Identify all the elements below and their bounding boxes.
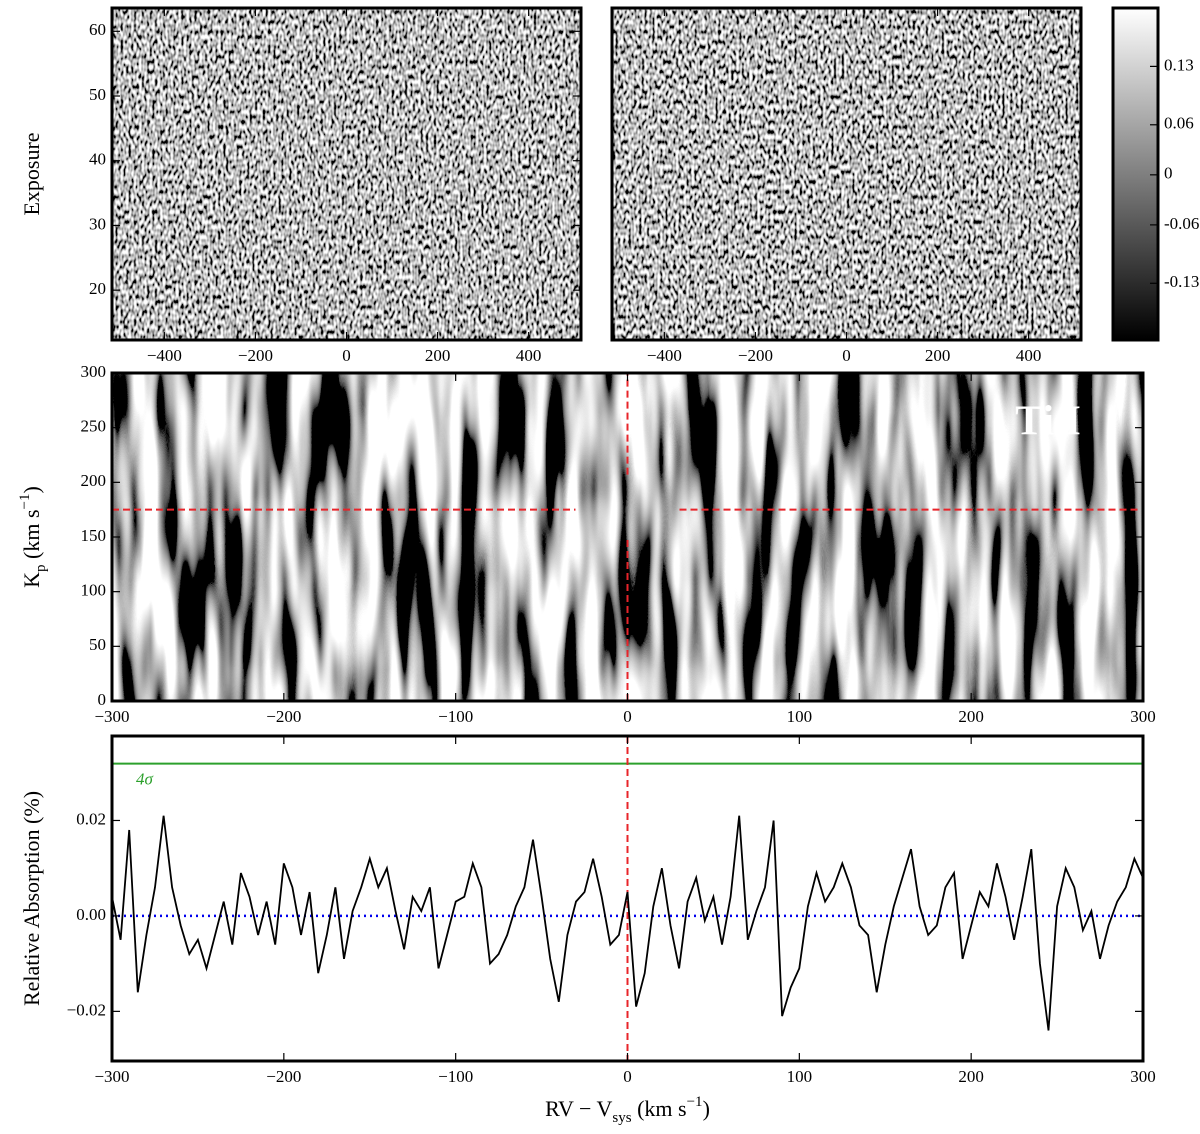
y-tick-label: 0.06 [1164,114,1194,133]
plot-frame [1111,6,1160,342]
label-part: −1 [17,493,33,509]
label-part: (km s [19,509,44,564]
x-tick-label: 200 [425,346,451,365]
y-tick-label: 0 [98,690,107,709]
x-tick-label: 200 [925,346,951,365]
y-tick-label: 20 [89,279,106,298]
y-tick-label: 60 [89,20,106,39]
label-part: −1 [687,1094,703,1110]
label-part: ) [19,486,44,493]
y-tick-label: 0.13 [1164,55,1194,74]
label-part: (km s [632,1096,687,1121]
x-tick-label: 100 [787,1067,813,1086]
x-tick-label: 100 [787,707,813,726]
x-tick-label: −300 [94,1067,129,1086]
x-tick-label: −200 [266,1067,301,1086]
x-tick-label: 200 [958,1067,984,1086]
x-tick-label: −400 [647,346,682,365]
x-tick-label: 0 [623,1067,632,1086]
y-tick-label: 200 [81,471,107,490]
axis-label: Exposure [19,132,44,215]
axis-label: RV − Vsys (km s−1) [545,1094,710,1126]
x-tick-label: −100 [438,1067,473,1086]
x-tick-label: −200 [738,346,773,365]
y-tick-label: -0.06 [1164,214,1199,233]
x-tick-label: −200 [238,346,273,365]
x-tick-label: −200 [266,707,301,726]
label-part: sys [612,1110,631,1126]
y-tick-label: 0.00 [76,905,106,924]
threshold-label: 4σ [136,770,154,789]
colorbar [1113,8,1158,340]
y-tick-label: 0.02 [76,809,106,828]
data-line [111,815,1144,1031]
annotation: Ti I [1015,399,1081,445]
label-part: ) [703,1096,710,1121]
y-tick-label: 250 [81,417,107,436]
y-tick-label: 100 [81,581,107,600]
x-tick-label: 300 [1130,707,1156,726]
x-tick-label: 300 [1130,1067,1156,1086]
x-tick-label: −300 [94,707,129,726]
y-tick-label: 150 [81,526,107,545]
x-tick-label: 0 [842,346,851,365]
y-tick-label: 40 [89,150,106,169]
x-tick-label: 200 [958,707,984,726]
y-tick-label: 50 [89,635,106,654]
label-part: RV − V [545,1096,612,1121]
x-tick-label: −400 [147,346,182,365]
y-tick-label: 0 [1164,164,1173,183]
axis-label: Kp (km s−1) [17,486,49,588]
x-tick-label: −100 [438,707,473,726]
y-tick-label: 30 [89,214,106,233]
heatmap-texture [612,8,1081,340]
y-tick-label: 300 [81,362,107,381]
heatmap-texture [112,8,581,340]
y-tick-label: 50 [89,85,106,104]
axis-label: Relative Absorption (%) [19,791,44,1006]
y-tick-label: -0.13 [1164,272,1199,291]
x-tick-label: 0 [342,346,351,365]
x-tick-label: 400 [516,346,542,365]
label-part: K [19,572,44,588]
x-tick-label: 400 [1016,346,1042,365]
x-tick-label: 0 [623,707,632,726]
y-tick-label: −0.02 [67,1000,106,1019]
label-part: p [33,564,49,572]
